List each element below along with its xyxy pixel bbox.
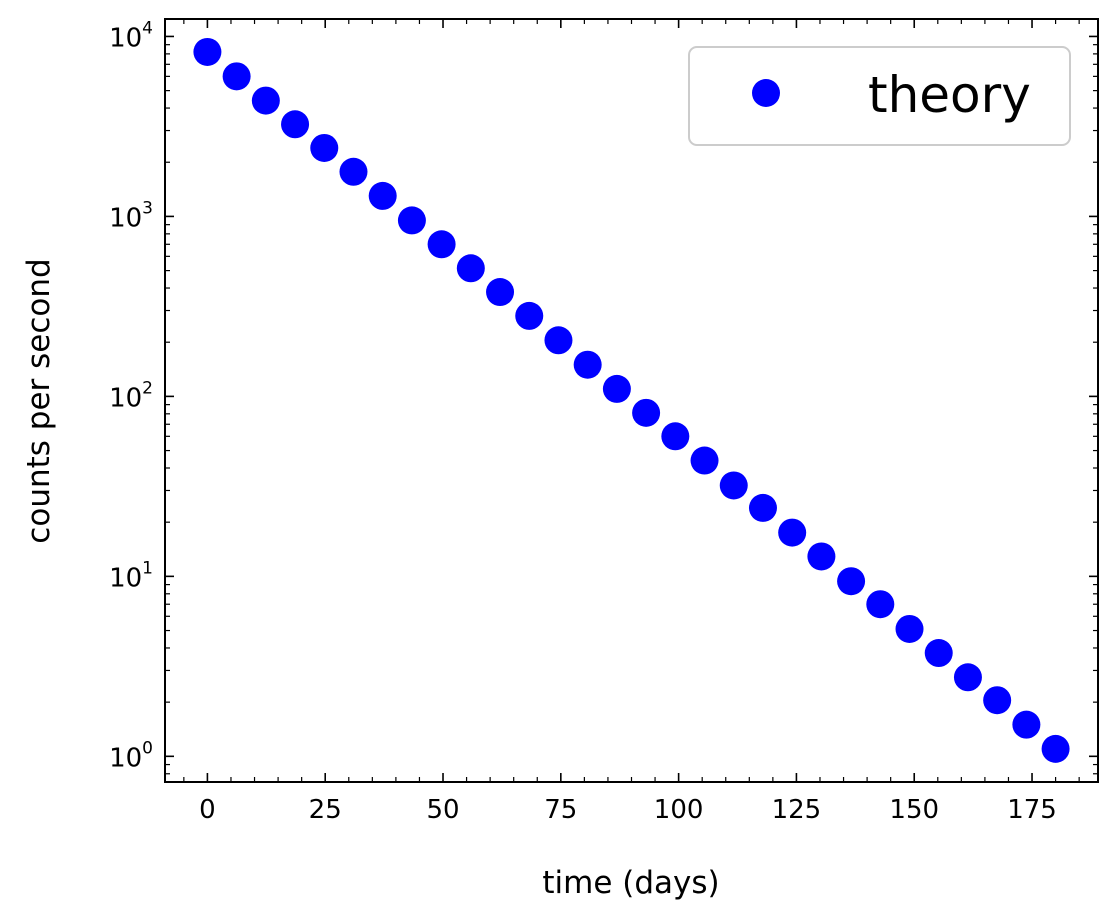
data-point bbox=[339, 157, 368, 186]
x-tick-label: 125 bbox=[772, 795, 822, 825]
x-tick-label: 150 bbox=[889, 795, 939, 825]
legend-label: theory bbox=[868, 66, 1031, 124]
data-point bbox=[281, 110, 310, 139]
data-point bbox=[602, 374, 631, 403]
data-point bbox=[719, 471, 748, 500]
data-point bbox=[837, 567, 866, 596]
data-point bbox=[632, 398, 661, 427]
data-point bbox=[573, 350, 602, 379]
y-tick-label: 104 bbox=[109, 18, 153, 53]
plot-frame bbox=[164, 18, 1099, 783]
data-point bbox=[661, 422, 690, 451]
data-point bbox=[310, 133, 339, 162]
data-point bbox=[456, 254, 485, 283]
x-axis-label: time (days) bbox=[542, 865, 719, 901]
data-point bbox=[748, 493, 777, 522]
data-point bbox=[895, 614, 924, 643]
data-point bbox=[1041, 734, 1070, 763]
x-tick-label: 0 bbox=[199, 795, 216, 825]
data-points bbox=[193, 37, 1070, 763]
y-tick-label: 100 bbox=[109, 738, 153, 773]
data-point bbox=[515, 301, 544, 330]
data-point bbox=[486, 278, 515, 307]
data-point bbox=[544, 326, 573, 355]
legend-box bbox=[688, 46, 1071, 146]
y-tick-label: 103 bbox=[109, 198, 153, 233]
y-tick-label: 102 bbox=[109, 378, 153, 413]
y-axis-label: counts per second bbox=[21, 258, 57, 543]
data-point bbox=[866, 590, 895, 619]
data-point bbox=[368, 181, 397, 210]
data-point bbox=[427, 230, 456, 259]
legend: theory bbox=[688, 46, 1071, 146]
data-point bbox=[690, 446, 719, 475]
data-point bbox=[983, 686, 1012, 715]
legend-marker bbox=[752, 79, 780, 107]
x-tick-label: 50 bbox=[426, 795, 459, 825]
data-point bbox=[1012, 710, 1041, 739]
x-tick-label: 100 bbox=[654, 795, 704, 825]
x-tick-label: 25 bbox=[309, 795, 342, 825]
tick-labels: 0 25 50 75 100 125 150 175 100 101 102 103 104 bbox=[109, 18, 1057, 825]
y-tick-label: 101 bbox=[109, 558, 153, 593]
major-ticks bbox=[165, 19, 1098, 782]
data-point bbox=[193, 37, 222, 66]
data-point bbox=[924, 639, 953, 668]
data-point bbox=[807, 542, 836, 571]
data-point bbox=[397, 206, 426, 235]
data-point bbox=[222, 62, 251, 91]
data-point bbox=[953, 663, 982, 692]
data-point bbox=[778, 518, 807, 547]
x-tick-label: 75 bbox=[544, 795, 577, 825]
data-point bbox=[251, 86, 280, 115]
x-tick-label: 175 bbox=[1007, 795, 1057, 825]
